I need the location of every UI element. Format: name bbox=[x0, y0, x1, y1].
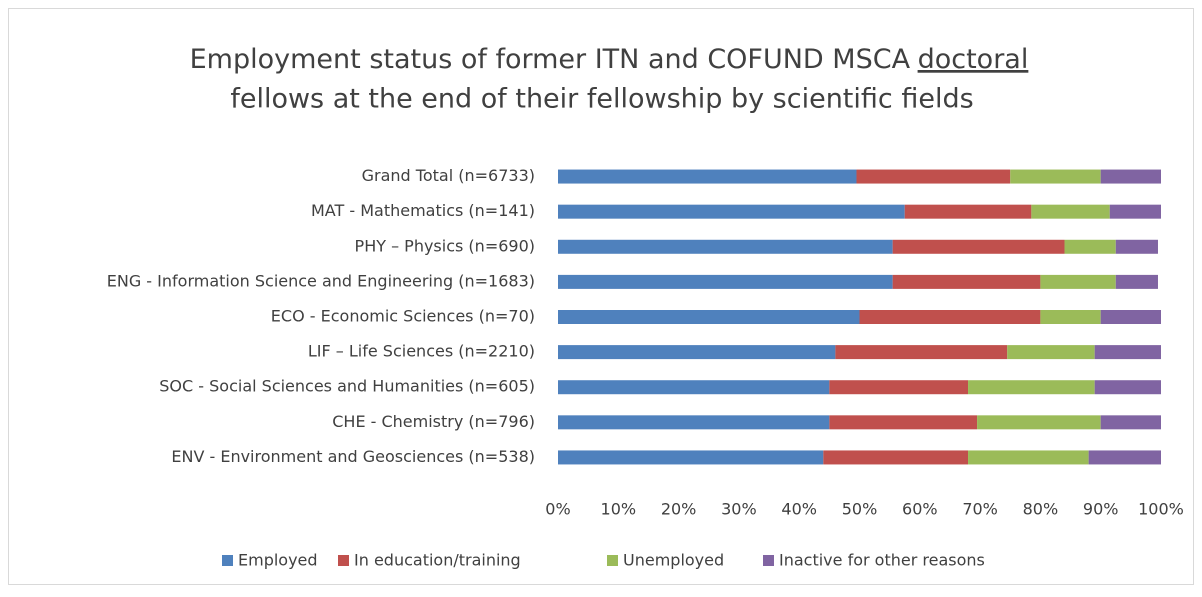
x-tick-label: 40% bbox=[781, 500, 817, 519]
y-tick-label: Grand Total (n=6733) bbox=[362, 166, 535, 185]
bar-segment bbox=[1088, 450, 1161, 465]
y-tick-label: CHE - Chemistry (n=796) bbox=[332, 412, 535, 431]
bar-segment bbox=[1115, 239, 1158, 254]
bar-segment bbox=[558, 450, 824, 465]
y-tick-label: ENV - Environment and Geosciences (n=538… bbox=[171, 447, 535, 466]
legend-swatch bbox=[607, 555, 618, 566]
bar-segment bbox=[1031, 204, 1110, 219]
bar-segment bbox=[558, 239, 893, 254]
legend-label: In education/training bbox=[354, 551, 521, 570]
title-underlined: doctoral bbox=[918, 44, 1029, 75]
bar-segment bbox=[968, 450, 1089, 465]
legend-label: Unemployed bbox=[623, 551, 724, 570]
x-tick-label: 20% bbox=[661, 500, 697, 519]
bar-segment bbox=[558, 345, 836, 360]
y-tick-label: MAT - Mathematics (n=141) bbox=[311, 201, 535, 220]
bar-segment bbox=[558, 380, 830, 395]
chart-border bbox=[8, 8, 1194, 585]
bar-segment bbox=[558, 169, 857, 184]
legend-label: Inactive for other reasons bbox=[779, 551, 985, 570]
x-tick-label: 60% bbox=[902, 500, 938, 519]
x-tick-label: 100% bbox=[1138, 500, 1184, 519]
bar-segment bbox=[1094, 380, 1161, 395]
bar-segment bbox=[977, 415, 1101, 430]
bar-segment bbox=[558, 274, 893, 289]
bar-segment bbox=[968, 380, 1095, 395]
legend-label: Employed bbox=[238, 551, 318, 570]
bar-segment bbox=[558, 204, 905, 219]
bar-segment bbox=[892, 274, 1041, 289]
x-tick-label: 10% bbox=[601, 500, 637, 519]
x-tick-label: 30% bbox=[721, 500, 757, 519]
x-tick-label: 70% bbox=[962, 500, 998, 519]
y-tick-label: SOC - Social Sciences and Humanities (n=… bbox=[159, 377, 535, 396]
x-tick-label: 0% bbox=[545, 500, 570, 519]
bar-segment bbox=[1100, 310, 1161, 324]
y-tick-label: ENG - Information Science and Engineerin… bbox=[107, 271, 535, 290]
legend-swatch bbox=[763, 555, 774, 566]
y-tick-label: LIF – Life Sciences (n=2210) bbox=[308, 342, 535, 361]
x-tick-label: 50% bbox=[842, 500, 878, 519]
bar-segment bbox=[1100, 415, 1161, 430]
y-tick-label: ECO - Economic Sciences (n=70) bbox=[271, 307, 535, 326]
bar-segment bbox=[859, 310, 1041, 324]
bar-segment bbox=[558, 415, 830, 430]
bar-segment bbox=[1007, 345, 1095, 360]
bar-segment bbox=[1040, 274, 1116, 289]
bar-segment bbox=[1109, 204, 1161, 219]
bar-segment bbox=[856, 169, 1011, 184]
bar-segment bbox=[904, 204, 1032, 219]
bar-segment bbox=[823, 450, 969, 465]
bar-segment bbox=[892, 239, 1065, 254]
bar-segment bbox=[1100, 169, 1161, 184]
legend-swatch bbox=[338, 555, 349, 566]
bar-segment bbox=[829, 380, 969, 395]
bar-segment bbox=[1010, 169, 1101, 184]
bar-segment bbox=[558, 310, 860, 324]
chart-title: Employment status of former ITN and COFU… bbox=[190, 44, 1029, 75]
x-tick-label: 80% bbox=[1023, 500, 1059, 519]
bar-segment bbox=[835, 345, 1008, 360]
legend-swatch bbox=[222, 555, 233, 566]
y-tick-label: PHY – Physics (n=690) bbox=[355, 236, 535, 255]
bar-segment bbox=[1064, 239, 1116, 254]
chart-title-line2: fellows at the end of their fellowship b… bbox=[230, 84, 973, 115]
bar-segment bbox=[829, 415, 978, 430]
bar-segment bbox=[1115, 274, 1158, 289]
bar-segment bbox=[1040, 310, 1101, 324]
x-tick-label: 90% bbox=[1083, 500, 1119, 519]
bar-segment bbox=[1094, 345, 1161, 360]
title-line: Employment status of former ITN and COFU… bbox=[190, 44, 911, 75]
